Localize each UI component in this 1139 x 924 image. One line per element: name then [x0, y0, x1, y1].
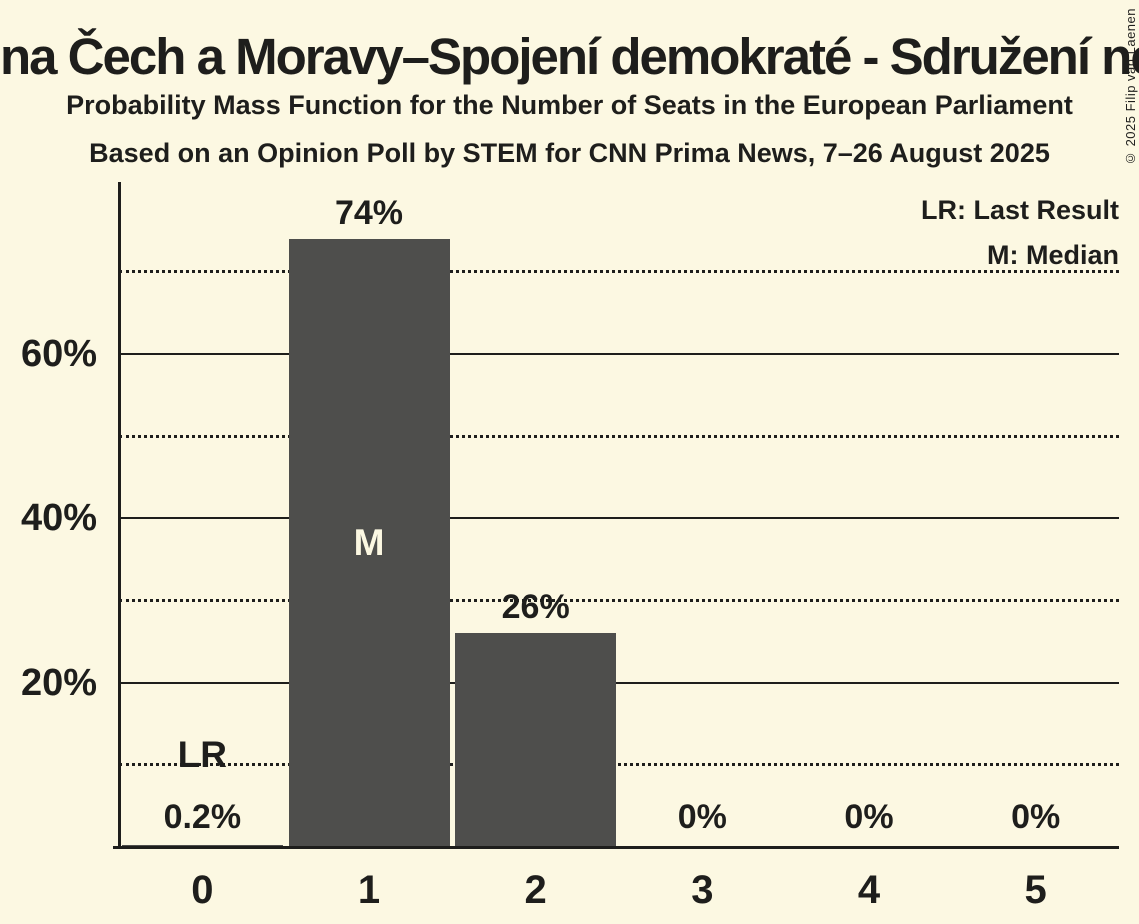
legend-median: M: Median [987, 240, 1119, 270]
bar-value-label-seats-4: 0% [844, 798, 894, 836]
bar-value-label-seats-0: 0.2% [163, 798, 242, 836]
gridline-dotted-30pct [119, 598, 1119, 602]
gridline-dotted-70pct [119, 270, 1119, 274]
bar-value-label-seats-2: 26% [501, 588, 570, 627]
x-axis-tick-label-2: 2 [524, 868, 547, 912]
x-axis-tick-label-5: 5 [1024, 868, 1047, 912]
chart-title-container: na Čech a Moravy–Spojení demokraté - Sdr… [0, 24, 1139, 94]
chart-title: na Čech a Moravy–Spojení demokraté - Sdr… [0, 28, 1139, 85]
annotation-m: M [353, 521, 385, 563]
gridline-solid-60pct [119, 352, 1119, 355]
x-axis-tick-label-0: 0 [191, 868, 214, 912]
x-axis-tick-label-4: 4 [857, 868, 881, 912]
gridline-dotted-50pct [119, 434, 1119, 438]
x-axis-tick-label-1: 1 [357, 868, 381, 912]
annotation-lr: LR [177, 733, 227, 775]
gridline-dotted-10pct [119, 763, 1119, 767]
x-axis-tick-label-3: 3 [691, 868, 714, 912]
x-axis-line [113, 845, 1119, 849]
chart-subtitle-pmf: Probability Mass Function for the Number… [66, 90, 1073, 120]
chart-subtitle-poll-source: Based on an Opinion Poll by STEM for CNN… [89, 138, 1050, 168]
bar-value-label-seats-3: 0% [677, 798, 727, 836]
y-axis-line [117, 182, 121, 849]
y-axis-tick-label-20%: 20% [20, 661, 97, 704]
gridline-solid-20pct [119, 681, 1119, 684]
bar-seats-1 [288, 238, 450, 847]
bar-value-label-seats-5: 0% [1011, 798, 1061, 836]
bar-seats-2 [455, 633, 617, 847]
legend-last-result: LR: Last Result [920, 195, 1119, 225]
y-axis-tick-label-40%: 40% [20, 497, 97, 540]
y-axis-tick-label-60%: 60% [20, 332, 97, 375]
bar-value-label-seats-1: 74% [334, 193, 404, 232]
gridline-solid-40pct [119, 517, 1119, 520]
legend: LR: Last Result M: Median [921, 188, 1119, 278]
